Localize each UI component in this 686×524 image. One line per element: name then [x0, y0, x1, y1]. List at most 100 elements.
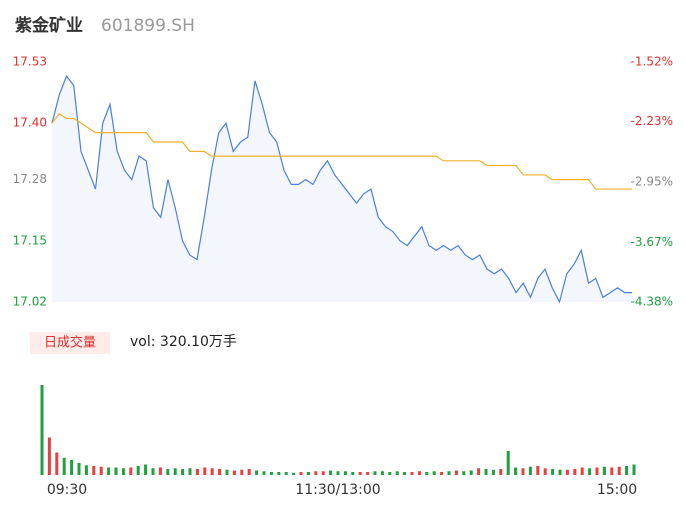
volume-bar	[240, 469, 244, 475]
volume-bar	[477, 468, 481, 475]
volume-bar	[454, 470, 458, 475]
volume-bar	[551, 469, 555, 475]
volume-bar	[440, 472, 444, 475]
y-tick-label: 17.40	[13, 116, 47, 130]
y2-tick-label: -1.52%	[631, 55, 673, 69]
volume-bar	[417, 471, 421, 475]
volume-bar	[388, 472, 392, 475]
x-tick-label: 11:30/13:00	[295, 482, 380, 498]
volume-bar	[528, 466, 532, 475]
y-tick-label: 17.02	[13, 295, 47, 309]
volume-bar	[610, 467, 614, 475]
price-area	[52, 76, 632, 302]
volume-bar	[218, 469, 222, 475]
volume-bar	[210, 468, 214, 475]
y-tick-label: 17.28	[13, 172, 47, 186]
volume-bar	[77, 463, 81, 475]
volume-bar	[432, 471, 436, 475]
volume-bar	[521, 468, 525, 475]
volume-bar	[558, 469, 562, 475]
volume-bar	[62, 457, 66, 475]
volume-bar	[292, 472, 296, 475]
volume-bar	[136, 466, 140, 475]
x-tick-label: 15:00	[597, 482, 637, 498]
volume-bar	[580, 467, 584, 475]
volume-bar	[484, 469, 488, 475]
volume-bar	[40, 385, 44, 475]
volume-bar	[321, 471, 325, 475]
volume-bar	[410, 472, 414, 475]
volume-bar	[314, 471, 318, 475]
x-tick-label: 09:30	[47, 482, 87, 498]
volume-bar	[255, 470, 259, 475]
y2-tick-label: -4.38%	[631, 295, 673, 309]
volume-bar	[447, 471, 451, 475]
volume-bar	[144, 464, 148, 475]
volume-bar	[306, 472, 310, 475]
volume-bar	[573, 469, 577, 475]
volume-bar	[380, 471, 384, 475]
volume-bar	[84, 465, 88, 475]
price-line	[51, 74, 632, 304]
volume-bar	[506, 451, 510, 475]
y2-tick-label: -2.95%	[631, 175, 673, 189]
volume-bar	[462, 471, 466, 475]
volume-bar	[195, 469, 199, 475]
volume-bar	[366, 472, 370, 475]
volume-bar	[632, 464, 636, 475]
volume-bar	[121, 468, 125, 475]
volume-bar	[469, 470, 473, 475]
volume-bar	[617, 466, 621, 475]
volume-bar	[269, 472, 273, 475]
volume-bar	[536, 466, 540, 475]
volume-bar	[166, 469, 170, 475]
volume-bar	[395, 471, 399, 475]
y-tick-label: 17.15	[13, 233, 47, 247]
volume-bar	[70, 460, 74, 475]
average-line	[51, 112, 632, 190]
y2-tick-label: -3.67%	[631, 235, 673, 249]
volume-bar	[55, 452, 59, 475]
volume-bar	[277, 472, 281, 475]
volume-total: vol: 320.10万手	[130, 334, 237, 350]
volume-bar	[373, 471, 377, 475]
volume-bar	[47, 437, 51, 475]
volume-bar	[232, 470, 236, 475]
volume-bar	[188, 468, 192, 475]
volume-bar	[99, 466, 103, 475]
volume-bar	[181, 469, 185, 475]
volume-bar	[329, 470, 333, 475]
volume-bar	[225, 469, 229, 475]
volume-bar	[588, 468, 592, 475]
volume-bar	[284, 472, 288, 475]
volume-bar	[173, 468, 177, 475]
volume-bar	[129, 467, 133, 475]
volume-bar	[595, 467, 599, 475]
y-tick-label: 17.53	[13, 55, 47, 69]
volume-bar	[565, 469, 569, 475]
volume-bar	[403, 472, 407, 475]
volume-bar	[203, 467, 207, 475]
y2-tick-label: -2.23%	[631, 114, 673, 128]
volume-title-bg	[30, 332, 110, 354]
volume-bar	[514, 467, 518, 475]
volume-bar	[425, 472, 429, 475]
volume-bar	[336, 471, 340, 475]
volume-bar	[247, 469, 251, 475]
volume-bar	[358, 472, 362, 475]
volume-bar	[625, 466, 629, 475]
volume-title: 日成交量	[44, 335, 96, 351]
volume-bar	[299, 472, 303, 475]
volume-bar	[107, 467, 111, 475]
volume-bar	[343, 471, 347, 475]
stock-name: 紫金矿业	[15, 15, 83, 36]
volume-bar	[351, 472, 355, 475]
volume-bar	[491, 469, 495, 475]
volume-bar	[114, 467, 118, 475]
volume-bar	[158, 467, 162, 475]
volume-bar	[262, 471, 266, 475]
volume-bar	[602, 466, 606, 475]
volume-bar	[543, 468, 547, 475]
volume-bar	[151, 468, 155, 475]
